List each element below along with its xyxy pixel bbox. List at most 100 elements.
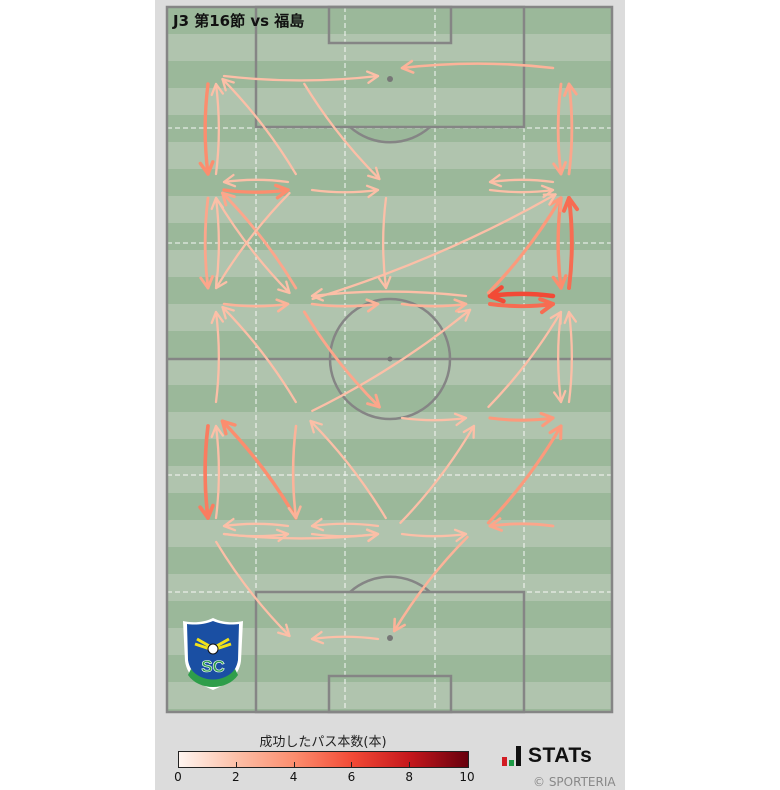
pass-arrows — [198, 59, 580, 645]
pass-arrow — [400, 412, 468, 427]
pass-arrow-head — [199, 275, 214, 290]
pass-arrow — [488, 173, 555, 188]
colorbar-tick — [235, 762, 237, 767]
pass-arrow-head — [274, 183, 290, 200]
pass-arrow-line — [221, 305, 297, 404]
pass-arrow-line — [400, 416, 468, 422]
pass-arrow-line — [220, 419, 298, 520]
pass-arrow-head — [215, 275, 228, 290]
pass-arrow-line — [203, 424, 210, 520]
pass-arrow — [399, 424, 476, 525]
pass-arrow-line — [488, 302, 555, 309]
pass-arrow-line — [400, 62, 555, 70]
pass-arrow-head — [377, 275, 392, 290]
pass-arrow-head — [221, 77, 235, 92]
pass-arrow — [215, 191, 291, 290]
team-logo: SC — [183, 618, 243, 690]
pass-arrow-line — [310, 532, 380, 538]
pass-arrow-head — [563, 82, 578, 97]
pass-arrow-head — [198, 160, 215, 176]
pass-arrow — [215, 540, 291, 638]
colorbar-tick — [351, 762, 353, 767]
pass-arrow-head — [310, 288, 325, 302]
pass-arrow-head — [277, 623, 291, 638]
pass-arrow-line — [303, 82, 381, 181]
pass-arrow-line — [214, 82, 220, 176]
pass-arrow — [486, 196, 563, 295]
pass-arrow-line — [222, 302, 290, 308]
pass-arrow — [488, 517, 555, 532]
pass-arrow-head — [488, 173, 503, 188]
pass-arrow-line — [221, 191, 298, 290]
penalty-spot-bottom — [387, 635, 393, 641]
pass-arrow-head — [538, 297, 555, 315]
pass-arrow-line — [392, 535, 469, 633]
pass-arrow — [310, 517, 380, 532]
pass-arrow-head — [287, 505, 302, 520]
pass-arrow-line — [488, 188, 555, 194]
pass-arrow-line — [215, 191, 291, 290]
pass-arrow-head — [310, 517, 325, 532]
pass-arrow — [563, 82, 578, 176]
pass-arrow-head — [453, 298, 468, 313]
pass-arrow — [310, 630, 380, 645]
pass-arrow-head — [552, 389, 567, 404]
pass-arrow-head — [562, 196, 580, 213]
pass-arrow — [210, 82, 225, 176]
pass-arrow-head — [539, 411, 555, 428]
pass-arrow — [222, 173, 290, 188]
pass-arrow-head — [222, 173, 237, 188]
pass-arrow-head — [542, 193, 557, 206]
pass-arrow-line — [487, 310, 563, 409]
center-spot — [387, 356, 393, 362]
stats-bars-icon — [502, 746, 521, 766]
pass-arrow-line — [310, 188, 380, 194]
stats-logo: STATs — [502, 744, 592, 768]
pass-arrow-head — [487, 285, 506, 304]
pass-arrow — [303, 82, 381, 181]
pass-arrow — [199, 196, 214, 290]
colorbar-tick-label: 8 — [405, 770, 413, 784]
pass-arrow — [488, 297, 555, 315]
colorbar-tick-label: 4 — [289, 770, 298, 784]
colorbar-tick-label: 10 — [459, 770, 475, 784]
colorbar-tick-label: 2 — [231, 770, 240, 784]
pass-arrow-line — [222, 522, 290, 528]
pass-arrow-head — [365, 528, 380, 543]
pass-arrow — [287, 424, 302, 520]
pass-arrow — [377, 196, 392, 290]
pass-arrow-line — [567, 310, 573, 404]
pass-arrow — [562, 196, 580, 290]
pass-arrow-head — [453, 528, 468, 543]
pass-arrow-head — [210, 424, 225, 439]
pass-arrow — [222, 183, 290, 200]
chart-title: J3 第16節 vs 福島 — [173, 12, 305, 30]
pass-arrow-line — [311, 193, 557, 301]
pass-arrow-head — [210, 82, 225, 97]
pass-arrow — [198, 82, 215, 176]
pass-arrow — [486, 424, 563, 525]
colorbar — [178, 751, 469, 768]
pass-arrow-head — [366, 393, 381, 409]
pass-arrow-head — [220, 419, 237, 436]
pass-arrow — [210, 424, 225, 520]
colorbar-tick — [409, 762, 411, 767]
pass-arrow — [222, 70, 380, 84]
pass-arrow — [302, 310, 381, 409]
pass-arrow-line — [399, 424, 476, 525]
pass-arrow-head — [309, 419, 323, 434]
pass-arrow-line — [214, 424, 221, 520]
pass-arrow — [488, 411, 555, 428]
pass-arrow-line — [222, 74, 380, 82]
pass-arrow — [310, 184, 380, 199]
pass-arrow-line — [203, 196, 210, 290]
pass-arrow-head — [198, 503, 215, 520]
pass-arrow — [222, 517, 290, 532]
pass-arrow — [221, 191, 298, 290]
pass-arrow — [210, 310, 225, 404]
pass-arrow — [311, 193, 557, 301]
pass-arrow-line — [556, 82, 563, 176]
pass-arrow — [400, 59, 555, 74]
pass-arrow-line — [557, 310, 563, 404]
